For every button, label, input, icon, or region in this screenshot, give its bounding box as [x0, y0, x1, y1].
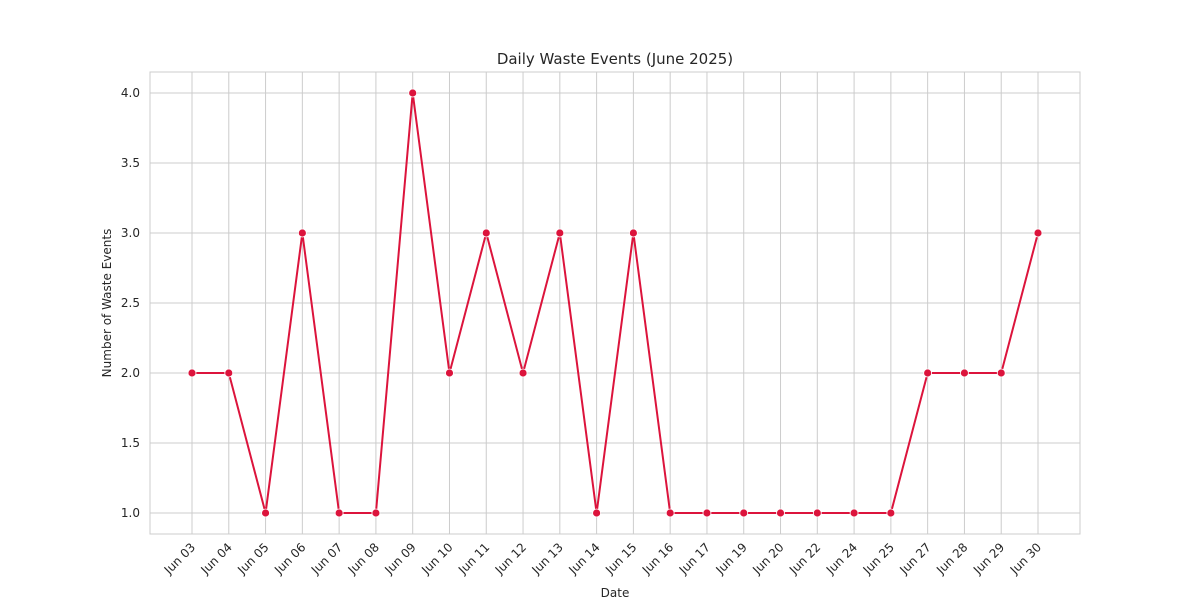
x-tick-label: Jun 13 [529, 540, 566, 577]
data-point [261, 508, 270, 518]
x-tick-label: Jun 05 [234, 540, 271, 577]
x-tick-label: Jun 11 [455, 540, 492, 577]
y-axis-label: Number of Waste Events [100, 229, 114, 378]
x-tick-label: Jun 28 [933, 540, 970, 577]
data-point [812, 508, 822, 518]
chart-title: Daily Waste Events (June 2025) [497, 50, 733, 68]
data-point [960, 368, 969, 378]
data-point [665, 508, 675, 518]
data-point [445, 368, 454, 378]
data-point [555, 228, 565, 238]
x-tick-label: Jun 04 [198, 540, 235, 577]
data-point [297, 228, 307, 238]
data-point [702, 508, 712, 518]
x-tick-label: Jun 03 [161, 540, 198, 577]
data-point [776, 508, 785, 518]
data-point [886, 508, 896, 518]
series-line [192, 92, 1039, 514]
data-point [923, 368, 933, 378]
data-point [739, 508, 749, 518]
x-tick-label: Jun 27 [896, 540, 933, 577]
x-tick-label: Jun 08 [345, 540, 382, 577]
data-point [371, 508, 381, 518]
plot-frame [149, 71, 1081, 535]
data-point [334, 508, 344, 518]
x-tick-label: Jun 10 [418, 540, 455, 577]
y-tick-label: 3.0 [121, 226, 140, 240]
data-point [481, 228, 491, 238]
y-tick-labels: 1.0 1.5 2.0 2.5 3.0 3.5 4.0 [121, 86, 140, 520]
x-tick-label: Jun 19 [712, 540, 749, 577]
x-tick-label: Jun 24 [823, 540, 860, 577]
y-tick-label: 4.0 [121, 86, 140, 100]
x-tick-label: Jun 09 [381, 540, 418, 577]
x-tick-label: Jun 20 [749, 540, 786, 577]
data-point [224, 368, 234, 378]
data-point [408, 88, 418, 98]
x-tick-label: Jun 07 [308, 540, 345, 577]
grid-lines [150, 72, 1080, 534]
x-tick-label: Jun 15 [602, 540, 639, 577]
x-tick-label: Jun 12 [492, 540, 529, 577]
data-point [1033, 228, 1043, 238]
data-point [996, 368, 1006, 378]
data-point [592, 508, 602, 518]
data-point [849, 508, 859, 518]
x-tick-label: Jun 17 [676, 540, 713, 577]
x-tick-label: Jun 16 [639, 540, 676, 577]
y-tick-label: 2.0 [121, 366, 140, 380]
data-series [187, 88, 1043, 518]
y-tick-label: 2.5 [121, 296, 140, 310]
data-point [518, 368, 528, 378]
x-tick-label: Jun 25 [860, 540, 897, 577]
x-tick-label: Jun 14 [565, 540, 602, 577]
data-point [628, 228, 638, 238]
y-tick-label: 1.0 [121, 506, 140, 520]
y-tick-label: 3.5 [121, 156, 140, 170]
x-tick-label: Jun 30 [1007, 540, 1044, 577]
x-tick-label: Jun 29 [970, 540, 1007, 577]
data-point [187, 368, 197, 378]
x-tick-label: Jun 06 [271, 540, 308, 577]
y-tick-label: 1.5 [121, 436, 140, 450]
x-axis-label: Date [601, 586, 630, 600]
x-tick-label: Jun 22 [786, 540, 823, 577]
x-tick-labels: Jun 03 Jun 04 Jun 05 Jun 06 Jun 07 Jun 08 Jun … [161, 540, 1044, 577]
